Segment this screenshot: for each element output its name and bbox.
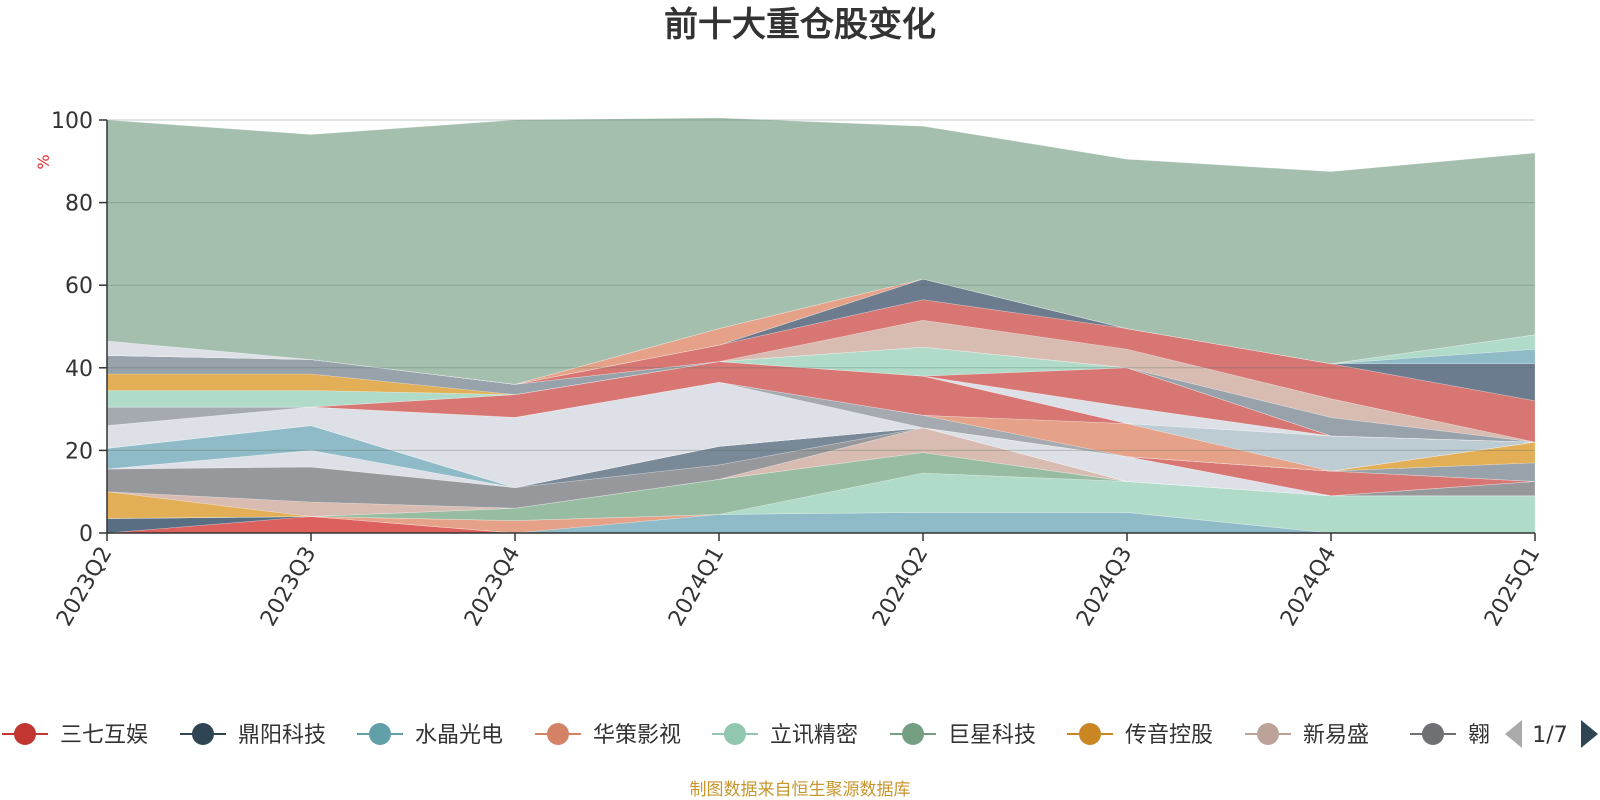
y-tick-label: 20 [65, 439, 93, 464]
grid-lines [107, 119, 1535, 451]
legend-circle-icon [369, 723, 391, 745]
x-tick-label: 2024Q1 [664, 543, 729, 631]
series-area-26 [106, 299, 1536, 443]
legend-pager: 1/7 [1505, 720, 1598, 748]
x-tick-label: 2024Q4 [1276, 543, 1341, 631]
legend-label: 华策影视 [593, 723, 681, 748]
chart-title: 前十大重仓股变化 [664, 5, 936, 45]
legend-item-立讯精密[interactable]: 立讯精密 [712, 723, 858, 748]
y-axis-unit: % [34, 154, 53, 169]
series-area-14 [106, 425, 1536, 488]
legend-label: 新易盛 [1303, 723, 1369, 748]
legend-item-水晶光电[interactable]: 水晶光电 [357, 723, 503, 748]
legend-item-翱[interactable]: 翱 [1410, 723, 1490, 748]
y-tick-label: 40 [65, 357, 93, 382]
legend-item-华策影视[interactable]: 华策影视 [535, 723, 681, 748]
x-tick-label: 2025Q1 [1480, 543, 1545, 631]
legend-item-传音控股[interactable]: 传音控股 [1067, 723, 1213, 748]
y-tick-label: 100 [51, 109, 93, 134]
x-tick-label: 2024Q3 [1072, 543, 1137, 631]
legend-circle-icon [547, 723, 569, 745]
series-area-巨星科技 [106, 452, 1535, 521]
legend-label: 巨星科技 [948, 723, 1036, 748]
y-tick-label: 80 [65, 192, 93, 217]
legend-label: 三七互娱 [60, 723, 148, 748]
pager-indicator: 1/7 [1532, 723, 1567, 748]
legend-label: 立讯精密 [770, 723, 858, 748]
legend-circle-icon [724, 723, 746, 745]
legend-label: 翱 [1468, 723, 1490, 748]
legend-item-三七互娱[interactable]: 三七互娱 [2, 723, 148, 748]
pager-next-icon[interactable] [1581, 720, 1598, 748]
legend-label: 水晶光电 [415, 723, 503, 748]
legend-circle-icon [1422, 723, 1444, 745]
legend-circle-icon [902, 723, 924, 745]
source-note: 制图数据来自恒生聚源数据库 [690, 780, 911, 800]
series-area-27 [106, 278, 1536, 402]
y-tick-label: 60 [65, 274, 93, 299]
legend-item-鼎阳科技[interactable]: 鼎阳科技 [180, 723, 326, 748]
legend-circle-icon [14, 723, 36, 745]
pager-prev-icon[interactable] [1505, 720, 1522, 748]
x-tick-label: 2023Q3 [256, 543, 321, 631]
x-tick-label: 2023Q2 [52, 543, 117, 631]
legend-label: 鼎阳科技 [238, 723, 326, 748]
legend-item-新易盛[interactable]: 新易盛 [1245, 723, 1369, 748]
series-area-29 [106, 278, 1536, 385]
legend: 三七互娱 鼎阳科技 水晶光电 华策影视 立讯精密 巨星科技 传音控股 新易盛 翱 [2, 723, 1490, 748]
x-tick-label: 2024Q2 [868, 543, 933, 631]
legend-circle-icon [1079, 723, 1101, 745]
series-area-翱捷科技 [106, 427, 1536, 509]
y-tick-label: 0 [79, 522, 93, 547]
legend-circle-icon [192, 723, 214, 745]
series-area-13 [106, 425, 1536, 488]
series-area-24 [106, 346, 1536, 443]
series-area-32 [106, 117, 1536, 385]
legend-item-巨星科技[interactable]: 巨星科技 [890, 723, 1036, 748]
legend-label: 传音控股 [1125, 723, 1213, 748]
series-area-28 [106, 278, 1536, 385]
plot-area [106, 117, 1536, 534]
x-tick-label: 2023Q4 [460, 543, 525, 631]
series-area-新易盛 [106, 427, 1535, 517]
legend-circle-icon [1257, 723, 1279, 745]
